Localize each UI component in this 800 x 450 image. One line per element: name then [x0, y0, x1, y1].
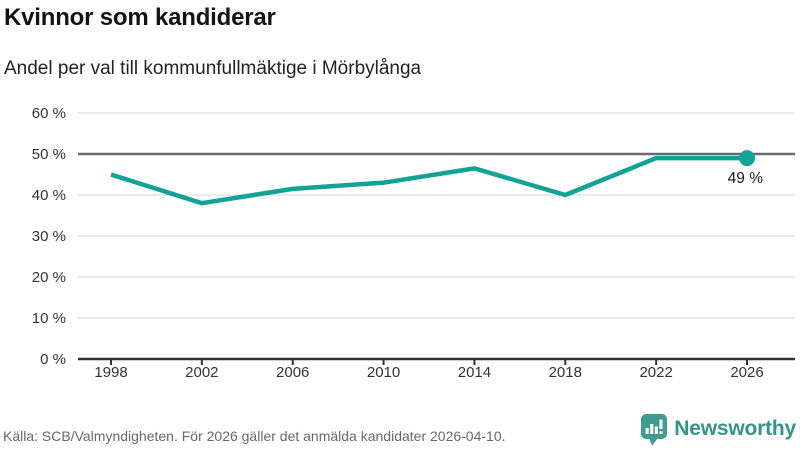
x-tick-label: 2014 [458, 364, 491, 381]
source-note: Källa: SCB/Valmyndigheten. För 2026 gäll… [3, 428, 506, 444]
y-tick-label: 10 % [32, 310, 66, 327]
newsworthy-logo: Newsworthy [639, 412, 796, 446]
newsworthy-logo-text: Newsworthy [674, 417, 796, 440]
chart-title: Kvinnor som kandiderar [4, 4, 276, 31]
x-tick-label: 2018 [549, 364, 582, 381]
y-tick-label: 30 % [32, 228, 66, 245]
x-tick-label: 2002 [185, 364, 218, 381]
chart-subtitle: Andel per val till kommunfullmäktige i M… [4, 58, 422, 79]
y-tick-label: 40 % [32, 187, 66, 204]
data-line [110, 155, 747, 206]
x-tick-label: 2022 [639, 364, 672, 381]
x-tick-label: 1998 [94, 364, 127, 381]
x-tick-label: 2006 [276, 364, 309, 381]
y-tick-label: 20 % [32, 269, 66, 286]
y-tick-label: 50 % [32, 146, 66, 163]
y-tick-label: 0 % [40, 351, 66, 368]
data-point-label: 49 % [728, 170, 764, 187]
x-tick-label: 2010 [367, 364, 400, 381]
y-tick-label: 60 % [32, 105, 66, 122]
data-point-dot [739, 150, 755, 167]
x-tick-label: 2026 [730, 364, 763, 381]
newsworthy-bubble-chart-icon [641, 414, 668, 446]
